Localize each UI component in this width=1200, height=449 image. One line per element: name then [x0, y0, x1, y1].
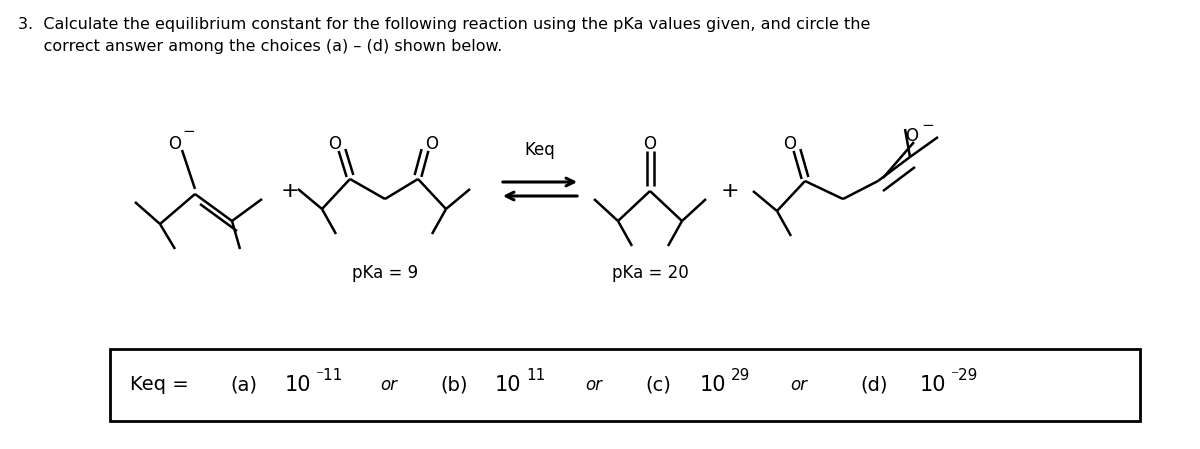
Text: 11: 11 — [526, 367, 545, 383]
Text: −: − — [922, 118, 935, 132]
Text: Keq: Keq — [524, 141, 556, 159]
Text: (a): (a) — [230, 375, 257, 395]
Text: (d): (d) — [860, 375, 888, 395]
Text: Keq =: Keq = — [130, 375, 194, 395]
Text: O: O — [784, 135, 797, 153]
Text: 3.  Calculate the equilibrium constant for the following reaction using the pKa : 3. Calculate the equilibrium constant fo… — [18, 17, 870, 32]
Text: 29: 29 — [731, 367, 750, 383]
Text: O: O — [426, 135, 438, 153]
Text: +: + — [721, 181, 739, 201]
Text: pKa = 9: pKa = 9 — [352, 264, 418, 282]
Text: pKa = 20: pKa = 20 — [612, 264, 689, 282]
Text: or: or — [586, 376, 602, 394]
Text: −: − — [182, 124, 196, 140]
Text: or: or — [380, 376, 397, 394]
Text: correct answer among the choices (a) – (d) shown below.: correct answer among the choices (a) – (… — [18, 39, 503, 54]
Text: 10: 10 — [920, 375, 947, 395]
Text: (c): (c) — [646, 375, 671, 395]
Text: 10: 10 — [700, 375, 726, 395]
Bar — [110, 349, 1140, 421]
Text: ⁻11: ⁻11 — [316, 367, 343, 383]
Text: O: O — [168, 135, 181, 153]
Text: 10: 10 — [286, 375, 312, 395]
Text: O: O — [643, 135, 656, 153]
Text: or: or — [790, 376, 808, 394]
Text: +: + — [281, 181, 299, 201]
Text: O: O — [906, 127, 918, 145]
Text: ⁻29: ⁻29 — [952, 367, 978, 383]
Text: 10: 10 — [496, 375, 522, 395]
Text: (b): (b) — [440, 375, 468, 395]
Text: O: O — [329, 135, 342, 153]
